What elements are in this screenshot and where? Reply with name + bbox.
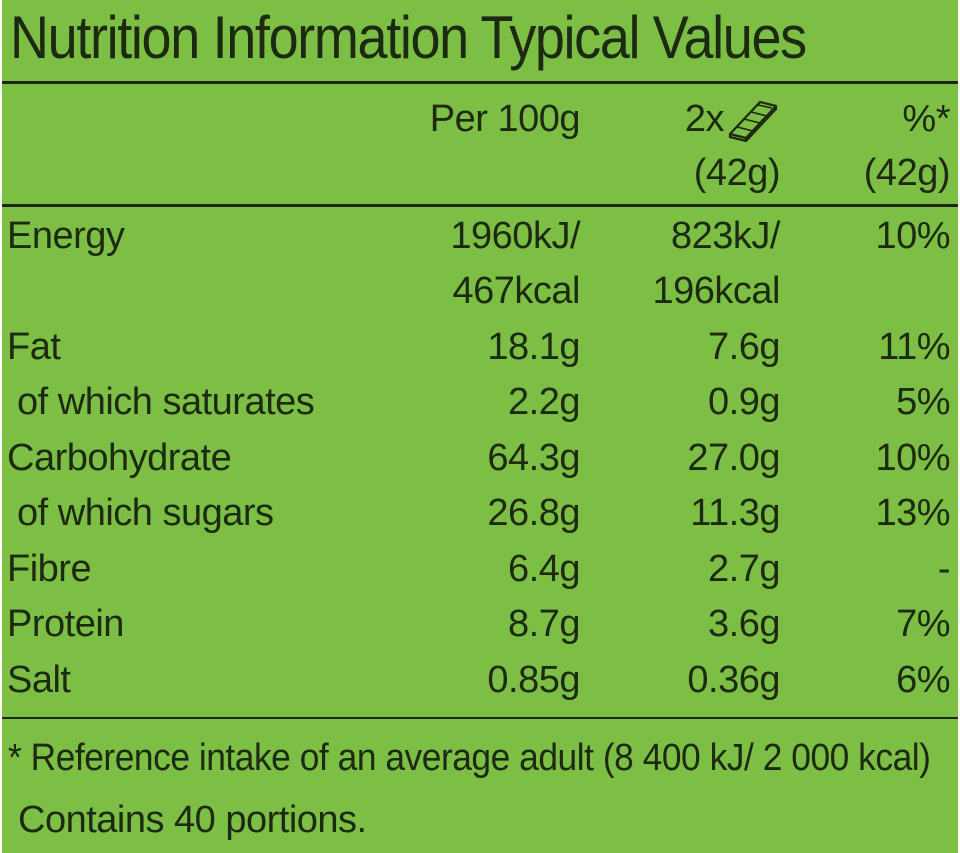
serving-count: 2x bbox=[684, 98, 725, 140]
ri-header: %* bbox=[902, 98, 950, 140]
salt-serving: 0.36g bbox=[687, 659, 780, 701]
protein-serving: 3.6g bbox=[708, 603, 780, 645]
protein-ri: 7% bbox=[896, 603, 950, 645]
sugars-serving: 11.3g bbox=[690, 492, 780, 534]
fibre-ri: - bbox=[937, 548, 951, 590]
fibre-per100: 6.4g bbox=[508, 548, 580, 590]
energy-ri: 10% bbox=[875, 215, 950, 257]
row-label-saturates: of which saturates bbox=[17, 381, 315, 423]
fibre-serving: 2.7g bbox=[708, 548, 780, 590]
sugars-per100: 26.8g bbox=[487, 492, 580, 534]
energy-serving-kj: 823kJ/ bbox=[671, 215, 780, 257]
carbohydrate-per100: 64.3g bbox=[487, 437, 580, 479]
saturates-ri: 5% bbox=[896, 381, 950, 423]
fat-per100: 18.1g bbox=[487, 326, 580, 368]
per-serving-weight: (42g) bbox=[693, 152, 781, 194]
salt-per100: 0.85g bbox=[487, 659, 580, 701]
ri-weight: (42g) bbox=[863, 152, 951, 194]
row-label-sugars: of which sugars bbox=[17, 492, 274, 534]
protein-per100: 8.7g bbox=[508, 603, 580, 645]
row-label-fibre: Fibre bbox=[7, 548, 92, 590]
row-label-energy: Energy bbox=[7, 215, 125, 257]
footnote-divider bbox=[2, 717, 958, 719]
fat-ri: 11% bbox=[878, 326, 950, 368]
sugars-ri: 13% bbox=[875, 492, 950, 534]
chocolate-bar-icon bbox=[728, 100, 778, 142]
saturates-serving: 0.9g bbox=[708, 381, 780, 423]
portions-note: Contains 40 portions. bbox=[18, 799, 367, 841]
energy-serving-kcal: 196kcal bbox=[652, 270, 781, 312]
header-divider bbox=[2, 204, 958, 207]
carbohydrate-serving: 27.0g bbox=[687, 437, 780, 479]
row-label-salt: Salt bbox=[7, 659, 71, 701]
salt-ri: 6% bbox=[896, 659, 950, 701]
per-100g-header: Per 100g bbox=[429, 98, 581, 140]
reference-intake-footnote: * Reference intake of an average adult (… bbox=[8, 737, 931, 779]
row-label-protein: Protein bbox=[7, 603, 124, 645]
per-serving-header: 2x bbox=[592, 96, 780, 142]
table-title: Nutrition Information Typical Values bbox=[10, 4, 807, 71]
fat-serving: 7.6g bbox=[708, 326, 780, 368]
saturates-per100: 2.2g bbox=[508, 381, 580, 423]
title-divider bbox=[2, 81, 958, 84]
energy-per100-kcal: 467kcal bbox=[452, 270, 581, 312]
row-label-fat: Fat bbox=[7, 326, 61, 368]
row-label-carbohydrate: Carbohydrate bbox=[7, 437, 232, 479]
carbohydrate-ri: 10% bbox=[875, 437, 950, 479]
energy-per100-kj: 1960kJ/ bbox=[450, 215, 580, 257]
